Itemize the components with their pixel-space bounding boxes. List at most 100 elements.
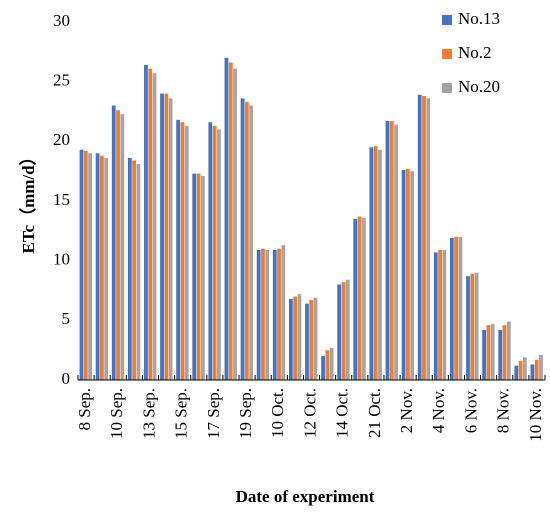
bar — [506, 321, 511, 380]
bar — [405, 168, 410, 380]
bar — [514, 365, 519, 380]
bar — [433, 252, 438, 380]
bar — [224, 57, 229, 381]
bar — [361, 217, 366, 380]
bar — [490, 323, 495, 380]
bar — [104, 158, 109, 380]
x-tick-label: 10 Nov. — [526, 388, 545, 442]
bar — [176, 119, 181, 380]
x-tick-label: 15 Sep. — [172, 388, 191, 439]
bar — [321, 356, 325, 380]
bar — [200, 175, 205, 380]
bar — [357, 216, 362, 380]
bar — [212, 125, 217, 380]
x-tick-label: 6 Nov. — [461, 388, 480, 433]
bar — [217, 129, 221, 380]
bar — [394, 124, 398, 380]
bar — [305, 303, 309, 380]
x-tick-label: 4 Nov. — [429, 388, 448, 433]
bar — [288, 298, 293, 380]
y-tick-label: 20 — [53, 130, 70, 149]
bar — [256, 249, 261, 380]
y-axis-label: ETc（mm/d） — [18, 148, 38, 253]
bar — [369, 147, 374, 380]
bar — [132, 160, 137, 380]
bar — [401, 169, 406, 380]
x-tick-label: 10 Sep. — [107, 388, 126, 439]
bar — [313, 297, 318, 380]
bar — [309, 300, 314, 380]
bar — [345, 279, 350, 380]
bar — [385, 121, 390, 381]
bar — [272, 249, 277, 380]
bar — [120, 113, 125, 381]
bar — [249, 105, 254, 381]
x-tick-label: 12 Oct. — [300, 388, 319, 438]
bar — [466, 276, 470, 380]
bar — [164, 93, 169, 380]
y-tick-label: 30 — [53, 11, 70, 30]
bar — [293, 296, 298, 380]
y-tick-label: 25 — [53, 71, 70, 90]
bar — [373, 146, 378, 380]
bar — [261, 248, 265, 380]
bar — [417, 94, 422, 380]
bar — [389, 121, 394, 381]
bar — [329, 347, 334, 380]
bar — [518, 360, 523, 380]
bar — [474, 272, 479, 380]
bar — [449, 237, 454, 380]
bar — [111, 105, 116, 381]
bar — [539, 354, 543, 380]
x-axis-label: Date of experiment — [236, 487, 375, 506]
bar — [486, 325, 491, 380]
bar — [180, 122, 185, 381]
bar — [378, 149, 382, 380]
x-tick-label: 10 Oct. — [268, 388, 287, 438]
bar — [281, 245, 286, 380]
bar — [136, 164, 141, 380]
x-tick-label: 8 Sep. — [75, 388, 94, 431]
legend-swatch — [442, 83, 452, 93]
bar — [277, 248, 281, 380]
bar — [144, 64, 148, 381]
y-tick-label: 15 — [53, 190, 70, 209]
legend-label: No.2 — [458, 43, 492, 62]
bar — [265, 249, 270, 380]
bar — [196, 173, 201, 380]
y-tick-label: 10 — [53, 250, 70, 269]
bar — [168, 98, 173, 380]
x-tick-label: 8 Nov. — [494, 388, 513, 433]
bar — [422, 95, 426, 380]
bar — [100, 155, 104, 380]
bar — [208, 122, 213, 381]
bar — [192, 173, 197, 380]
bar — [127, 158, 132, 380]
bar — [498, 329, 503, 380]
bar — [184, 125, 189, 380]
bar — [426, 98, 431, 380]
bar — [410, 171, 415, 380]
bar — [341, 282, 346, 380]
bar — [228, 62, 233, 380]
bar — [95, 153, 100, 380]
legend-label: No.13 — [458, 9, 500, 28]
bar — [353, 218, 358, 380]
bar — [458, 236, 463, 380]
x-tick-label: 13 Sep. — [139, 388, 158, 439]
bar — [233, 68, 237, 380]
legend-swatch — [442, 49, 452, 59]
y-tick-label: 5 — [62, 309, 71, 328]
bar — [116, 110, 120, 380]
x-tick-label: 17 Sep. — [204, 388, 223, 439]
bar — [337, 284, 342, 380]
bar — [148, 68, 153, 380]
bar — [522, 357, 527, 380]
x-tick-label: 2 Nov. — [397, 388, 416, 433]
x-tick-label: 14 Oct. — [333, 388, 352, 438]
x-tick-label: 21 Oct. — [365, 388, 384, 438]
bar — [482, 329, 486, 380]
bar — [244, 101, 249, 380]
